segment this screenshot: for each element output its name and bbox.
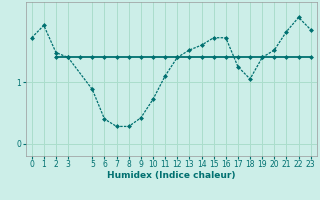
X-axis label: Humidex (Indice chaleur): Humidex (Indice chaleur) <box>107 171 236 180</box>
